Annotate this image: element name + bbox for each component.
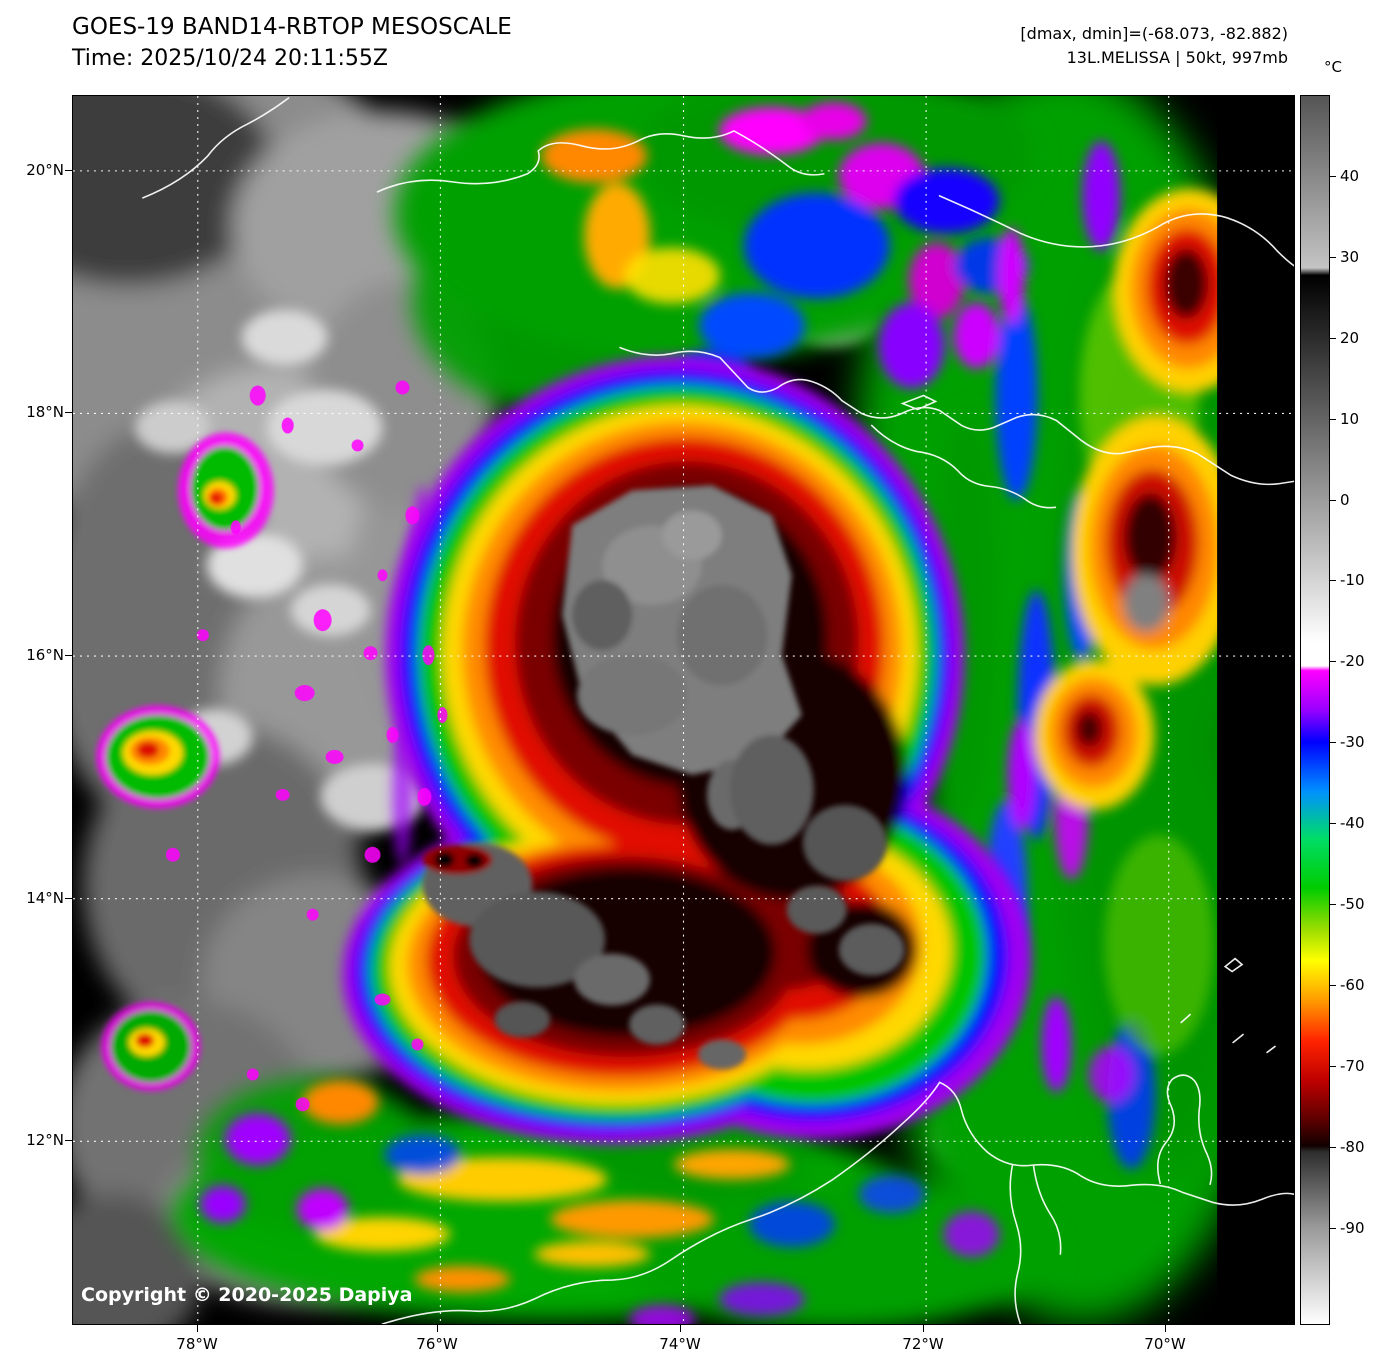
- lon-label-74w: 74°W: [659, 1335, 701, 1353]
- lon-label-78w: 78°W: [176, 1335, 218, 1353]
- storm-gray-cores: [422, 485, 905, 1070]
- storm-info-label: 13L.MELISSA | 50kt, 997mb: [1066, 48, 1288, 67]
- colorbar-tick: 0: [1330, 491, 1390, 509]
- colorbar-tick: 20: [1330, 329, 1390, 347]
- lat-lon-grid: [73, 96, 1294, 1324]
- lat-label-16n: 16°N: [26, 646, 64, 664]
- axis-tick: [197, 1325, 198, 1332]
- magenta-speckles: [165, 380, 448, 1112]
- colorbar-tick: -30: [1330, 733, 1390, 751]
- axis-tick: [1165, 1325, 1166, 1332]
- lon-label-72w: 72°W: [902, 1335, 944, 1353]
- colorbar-tick: -90: [1330, 1219, 1390, 1237]
- lat-label-12n: 12°N: [26, 1131, 64, 1149]
- lon-label-76w: 76°W: [416, 1335, 458, 1353]
- axis-tick: [437, 1325, 438, 1332]
- axis-tick: [923, 1325, 924, 1332]
- lat-label-18n: 18°N: [26, 403, 64, 421]
- coastlines: [142, 97, 1294, 1324]
- axis-tick: [680, 1325, 681, 1332]
- colorbar-gradient: [1300, 95, 1330, 1325]
- copyright-label: Copyright © 2020-2025 Dapiya: [81, 1284, 413, 1306]
- colorbar-tick: -80: [1330, 1138, 1390, 1156]
- axis-tick: [65, 898, 72, 899]
- colorbar-tick: -40: [1330, 814, 1390, 832]
- color-patches: [199, 101, 1266, 1324]
- colorbar-tick: -10: [1330, 571, 1390, 589]
- lat-label-20n: 20°N: [26, 161, 64, 179]
- satellite-imagery: [73, 96, 1294, 1324]
- no-data-strip: [1217, 96, 1294, 1324]
- colorbar-unit-label: °C: [1324, 58, 1342, 76]
- dmax-dmin-label: [dmax, dmin]=(-68.073, -82.882): [1020, 24, 1288, 43]
- satellite-map: Copyright © 2020-2025 Dapiya: [72, 95, 1295, 1325]
- colorbar-tick: 30: [1330, 248, 1390, 266]
- west-small-storms: [95, 432, 274, 1092]
- colorbar-tick: -60: [1330, 976, 1390, 994]
- colorbar-tick: 10: [1330, 410, 1390, 428]
- colorbar-tick: -50: [1330, 895, 1390, 913]
- lon-label-70w: 70°W: [1144, 1335, 1186, 1353]
- axis-tick: [65, 412, 72, 413]
- lat-label-14n: 14°N: [26, 889, 64, 907]
- axis-tick: [65, 655, 72, 656]
- axis-tick: [65, 170, 72, 171]
- timestamp-label: Time: 2025/10/24 20:11:55Z: [72, 46, 388, 71]
- page-title: GOES-19 BAND14-RBTOP MESOSCALE: [72, 14, 512, 40]
- colorbar-tick: 40: [1330, 167, 1390, 185]
- colorbar-tick: -20: [1330, 652, 1390, 670]
- colorbar-tick: -70: [1330, 1057, 1390, 1075]
- axis-tick: [65, 1140, 72, 1141]
